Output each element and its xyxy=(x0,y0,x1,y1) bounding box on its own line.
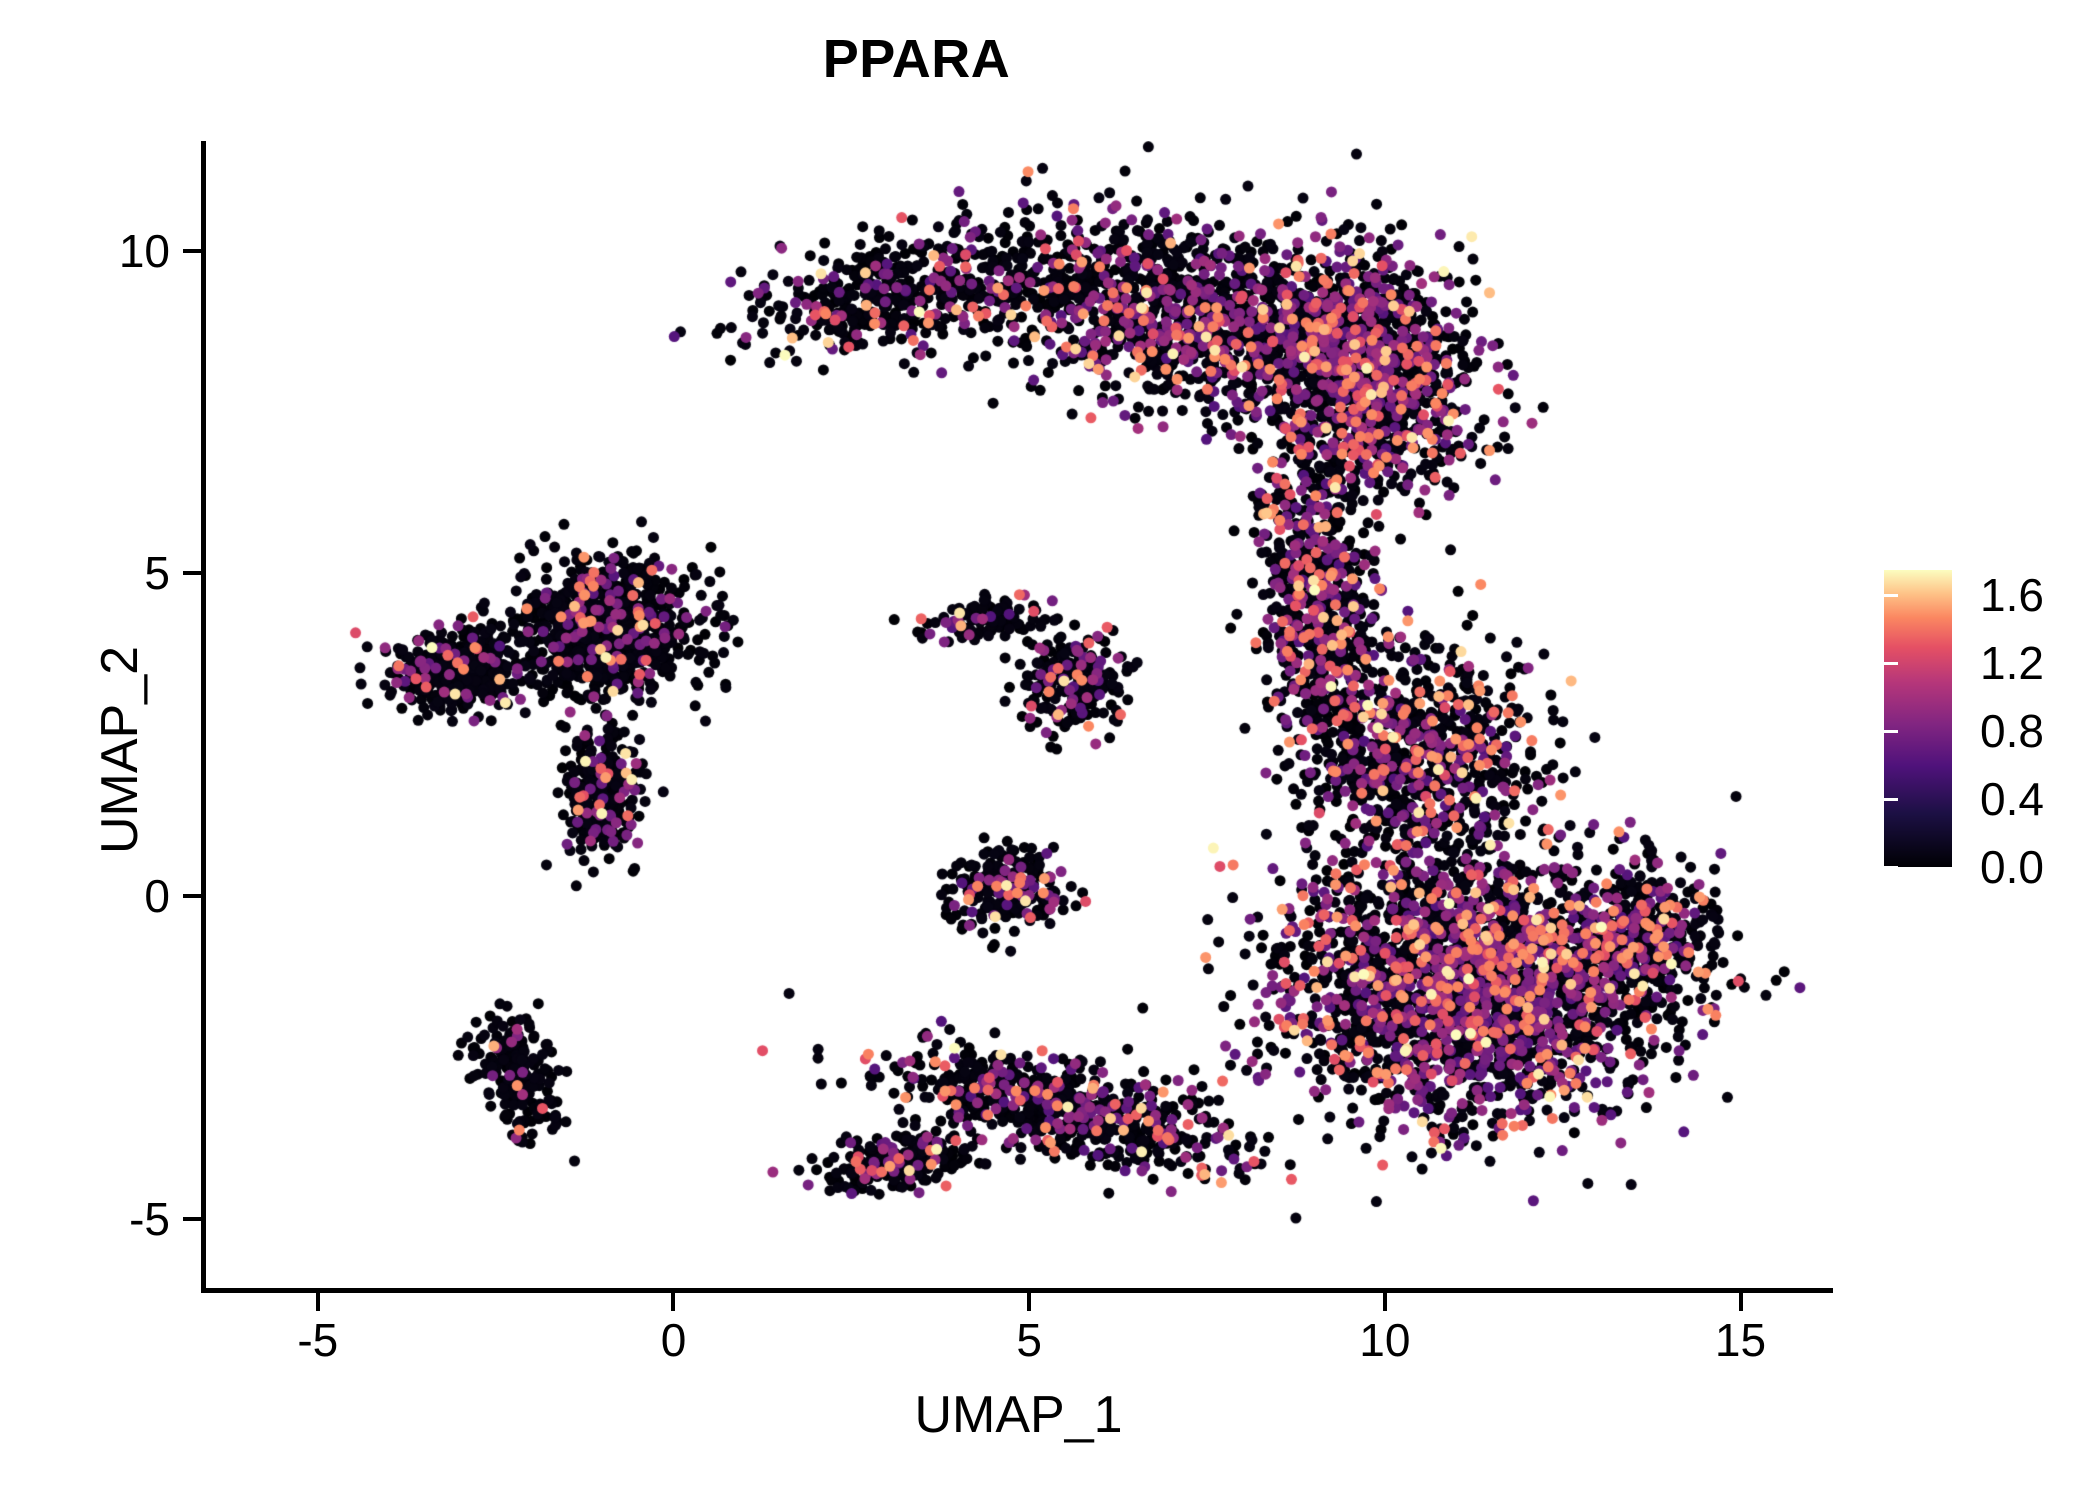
x-axis-tick xyxy=(1027,1293,1032,1311)
x-axis-line xyxy=(201,1288,1833,1293)
colorbar-tick xyxy=(1884,662,1898,666)
x-axis-tick-label: 15 xyxy=(1714,1314,1767,1366)
colorbar-tick xyxy=(1884,798,1898,802)
x-axis-tick-label: 0 xyxy=(660,1314,687,1366)
y-axis-tick xyxy=(183,248,201,253)
colorbar-tick xyxy=(2070,798,2084,802)
colorbar-tick xyxy=(2070,594,2084,598)
y-axis-title: UMAP_2 xyxy=(91,645,150,855)
y-axis-tick-label: 5 xyxy=(144,547,170,600)
colorbar-tick-label: 1.6 xyxy=(1980,569,2044,622)
x-axis-tick xyxy=(1738,1293,1743,1311)
colorbar-tick-label: 0.4 xyxy=(1980,773,2044,826)
x-axis-title: UMAP_1 xyxy=(914,1386,1123,1444)
page-title: PPARA xyxy=(822,29,1011,89)
x-axis-tick xyxy=(671,1293,676,1311)
y-axis-tick-label: -5 xyxy=(129,1192,170,1245)
y-axis-tick-label: 10 xyxy=(118,224,170,277)
x-axis-tick xyxy=(315,1293,320,1311)
scatter-points-layer xyxy=(204,141,1833,1290)
colorbar-tick xyxy=(2070,662,2084,666)
y-axis-line xyxy=(201,141,206,1293)
x-axis-tick-label: -5 xyxy=(297,1314,339,1366)
y-axis-tick-label: 0 xyxy=(144,870,170,923)
colorbar-tick xyxy=(1884,730,1898,734)
colorbar-tick xyxy=(1884,866,1898,869)
colorbar-tick xyxy=(2070,866,2084,869)
colorbar-gradient xyxy=(1884,570,1952,867)
y-axis-tick xyxy=(183,894,201,899)
colorbar-tick xyxy=(2070,730,2084,734)
colorbar-tick-label: 0.8 xyxy=(1980,705,2044,758)
x-axis-tick-label: 10 xyxy=(1359,1314,1411,1366)
colorbar-tick xyxy=(1884,594,1898,598)
y-axis-tick xyxy=(183,571,201,576)
colorbar-tick-label: 0.0 xyxy=(1980,841,2044,893)
y-axis-tick xyxy=(183,1216,201,1221)
x-axis-tick-label: 5 xyxy=(1016,1314,1042,1366)
colorbar-tick-label: 1.2 xyxy=(1980,637,2044,690)
x-axis-tick xyxy=(1382,1293,1387,1311)
color-legend: 0.0 0.4 0.8 1.2 1.6 xyxy=(1884,569,2084,893)
plot-panel xyxy=(204,141,1833,1290)
